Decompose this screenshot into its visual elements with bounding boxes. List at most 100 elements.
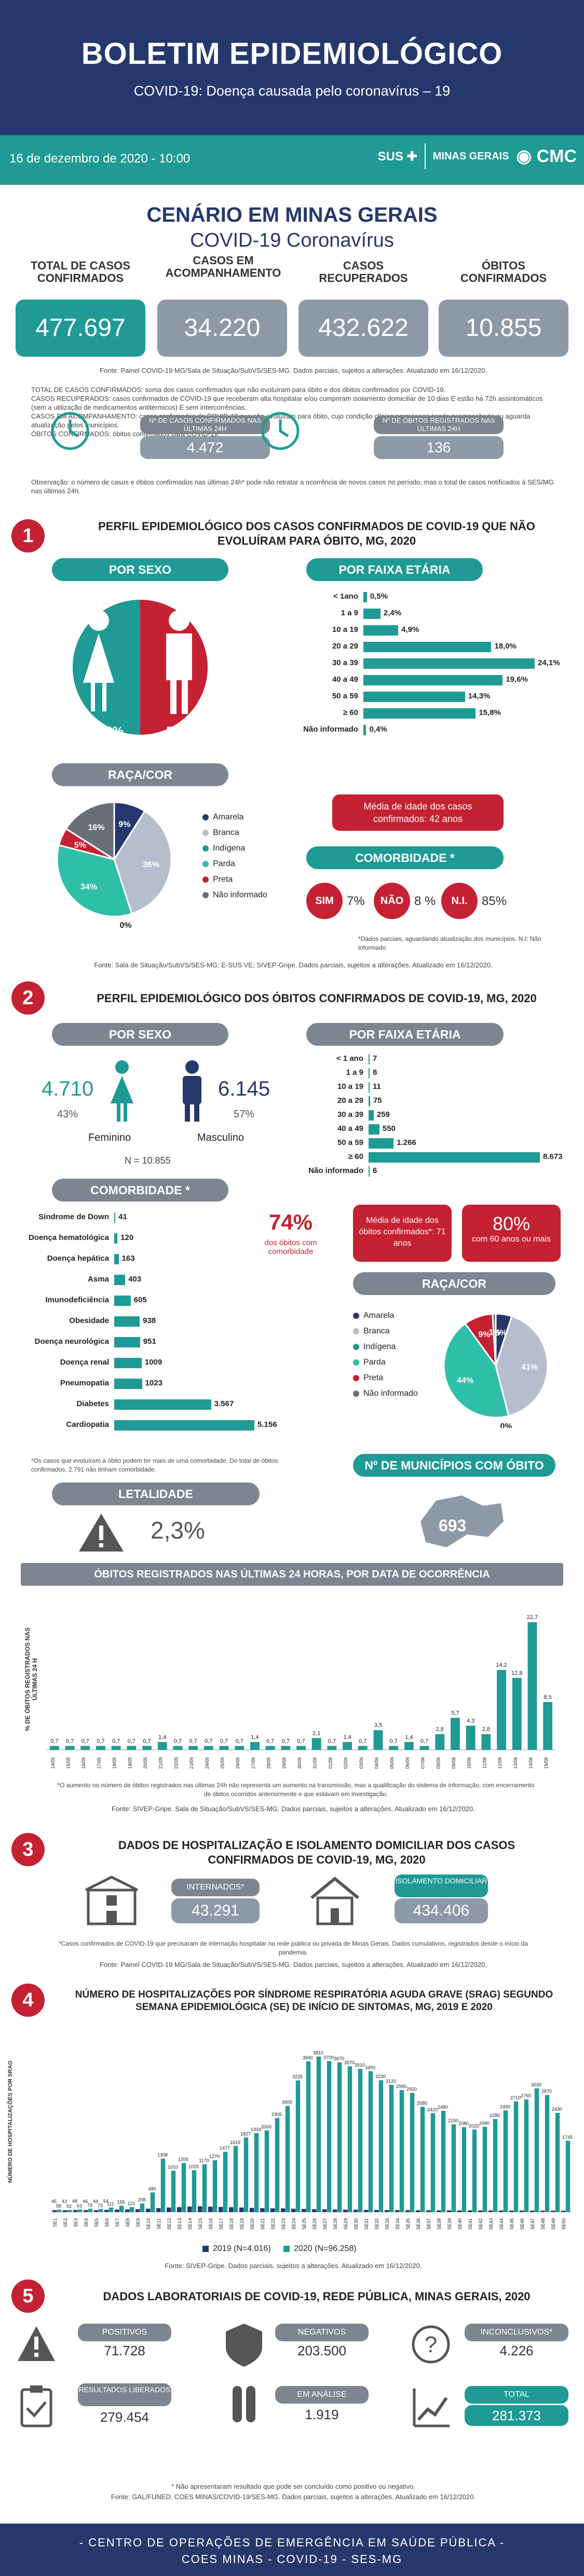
tick-label: 15/05 xyxy=(66,1757,71,1769)
age-value: 15,8% xyxy=(479,708,501,717)
data-label: 0,7 xyxy=(359,1738,366,1744)
bar-2019 xyxy=(208,2206,213,2212)
data-label: 0,7 xyxy=(128,1738,135,1744)
tick-label: SE28 xyxy=(333,2218,338,2230)
bar-2020 xyxy=(119,2205,124,2212)
tick-label: SE37 xyxy=(426,2218,431,2230)
data-label: 1477 xyxy=(220,2146,230,2151)
age-bar xyxy=(363,609,381,619)
bar-2020 xyxy=(243,2137,249,2212)
bar-2020 xyxy=(389,2084,394,2212)
bar xyxy=(451,1718,460,1750)
legend-swatch xyxy=(202,845,209,852)
age-value: 1.266 xyxy=(397,1138,416,1147)
section-3-badge: 3 xyxy=(11,1833,45,1866)
tick-label: SE25 xyxy=(302,2218,307,2230)
bar-2019 xyxy=(322,2209,327,2212)
tick-label: 22/05 xyxy=(173,1757,179,1769)
age-bar xyxy=(114,1316,140,1327)
s3-note: *Casos confirmados de COVID-19 que preci… xyxy=(59,1940,528,1956)
bar-2019 xyxy=(416,2210,420,2212)
s3-hosp: 43.291 xyxy=(171,1898,260,1923)
legend-item: Parda xyxy=(202,859,235,869)
tick-label: 20/05 xyxy=(143,1757,148,1769)
tick-label: 02/06 xyxy=(343,1757,348,1769)
age-value: 8.673 xyxy=(543,1152,563,1161)
bar-2020 xyxy=(524,2099,529,2212)
legend-label: Amarela xyxy=(213,813,244,821)
age-label: Cardiopatia xyxy=(66,1420,109,1429)
bar-2020 xyxy=(181,2163,186,2212)
tick-label: 01/06 xyxy=(328,1757,333,1769)
data-label: 0,7 xyxy=(50,1738,58,1744)
s1-race-header: RAÇA/COR xyxy=(52,763,228,786)
s5-ana: 1.919 xyxy=(305,2407,339,2422)
bar-2020 xyxy=(129,2207,134,2212)
age-value: 0,5% xyxy=(370,592,388,601)
bar-2020 xyxy=(337,2062,342,2212)
age-value: 951 xyxy=(143,1337,156,1346)
page-title: BOLETIM EPIDEMIOLÓGICO xyxy=(81,37,503,71)
tick-label: SE23 xyxy=(281,2218,286,2230)
pie-label: 41% xyxy=(521,1363,538,1372)
pie-slice xyxy=(492,1313,497,1366)
data-label: 121 xyxy=(127,2201,135,2206)
bar-2019 xyxy=(219,2207,223,2212)
bar-2020 xyxy=(160,2159,166,2212)
data-label: 58 xyxy=(56,2203,61,2208)
s2-female-label: Feminino xyxy=(88,1132,131,1143)
data-label: 0,7 xyxy=(420,1738,428,1744)
female-figure-icon xyxy=(111,1060,133,1122)
age-value: 19,6% xyxy=(506,675,528,684)
tick-label: 19/05 xyxy=(127,1757,132,1769)
s5-tot-label: TOTAL xyxy=(465,2386,568,2404)
bar xyxy=(250,1742,260,1750)
age-label: 20 a 29 xyxy=(332,642,358,651)
tick-label: SE6 xyxy=(104,2218,110,2227)
bar-2020 xyxy=(285,2106,290,2212)
s1-race-pie: 9% 36% 34% 5%16% 0% xyxy=(56,801,172,929)
s2-lethality: 2,3% xyxy=(151,1517,205,1544)
data-label: 14,2 xyxy=(496,1662,507,1668)
data-label: 2420 xyxy=(427,2107,438,2112)
bar-2020 xyxy=(306,2061,311,2212)
data-label: 3690 xyxy=(303,2055,313,2060)
s2-total: N = 10.855 xyxy=(125,1155,171,1166)
data-label: 1827 xyxy=(240,2131,251,2136)
s2-comorb-note: *Os casos que evoluíram a óbito podem te… xyxy=(31,1457,278,1473)
bar-2019 xyxy=(405,2210,410,2212)
age-label: 50 a 59 xyxy=(337,1138,363,1147)
bar-2019 xyxy=(104,2209,109,2212)
age-bar xyxy=(363,658,535,669)
age-label: 1 a 9 xyxy=(341,609,358,617)
legend-label: Branca xyxy=(213,828,239,837)
tick-label: SE19 xyxy=(239,2218,245,2230)
tick-label: SE16 xyxy=(208,2218,213,2230)
data-label: 1,4 xyxy=(405,1734,413,1741)
bar-2020 xyxy=(493,2119,498,2212)
age-value: 3.567 xyxy=(214,1399,234,1408)
bar-2019 xyxy=(499,2210,504,2212)
tick-label: 04/06 xyxy=(374,1757,379,1769)
data-label: 2600 xyxy=(282,2100,292,2105)
s2-comorb-pct: 74% xyxy=(268,1210,313,1234)
data-label: 43 xyxy=(62,2199,67,2204)
data-label: 1010 xyxy=(168,2165,178,2170)
data-label: 0,7 xyxy=(189,1738,197,1744)
bar-2019 xyxy=(395,2210,400,2212)
tick-label: SE4 xyxy=(84,2218,89,2227)
data-label: 3030 xyxy=(531,2082,541,2087)
header-band: BOLETIM EPIDEMIOLÓGICO COVID-19: Doença … xyxy=(0,0,584,135)
bar-2019 xyxy=(229,2207,234,2212)
data-label: 1934 xyxy=(251,2127,261,2132)
data-label: 2580 xyxy=(417,2100,427,2106)
tick-label: 15/06 xyxy=(544,1757,549,1769)
cmc-logo: ◉ CMC xyxy=(516,146,577,166)
age-label: ≥ 60 xyxy=(343,708,358,717)
comorb-circle: SIM xyxy=(306,883,343,919)
tick-label: SE35 xyxy=(405,2218,411,2230)
age-value: 120 xyxy=(120,1233,134,1242)
data-label: 0,7 xyxy=(297,1738,305,1744)
data-label: 1170 xyxy=(199,2158,209,2163)
house-icon xyxy=(310,1877,359,1925)
